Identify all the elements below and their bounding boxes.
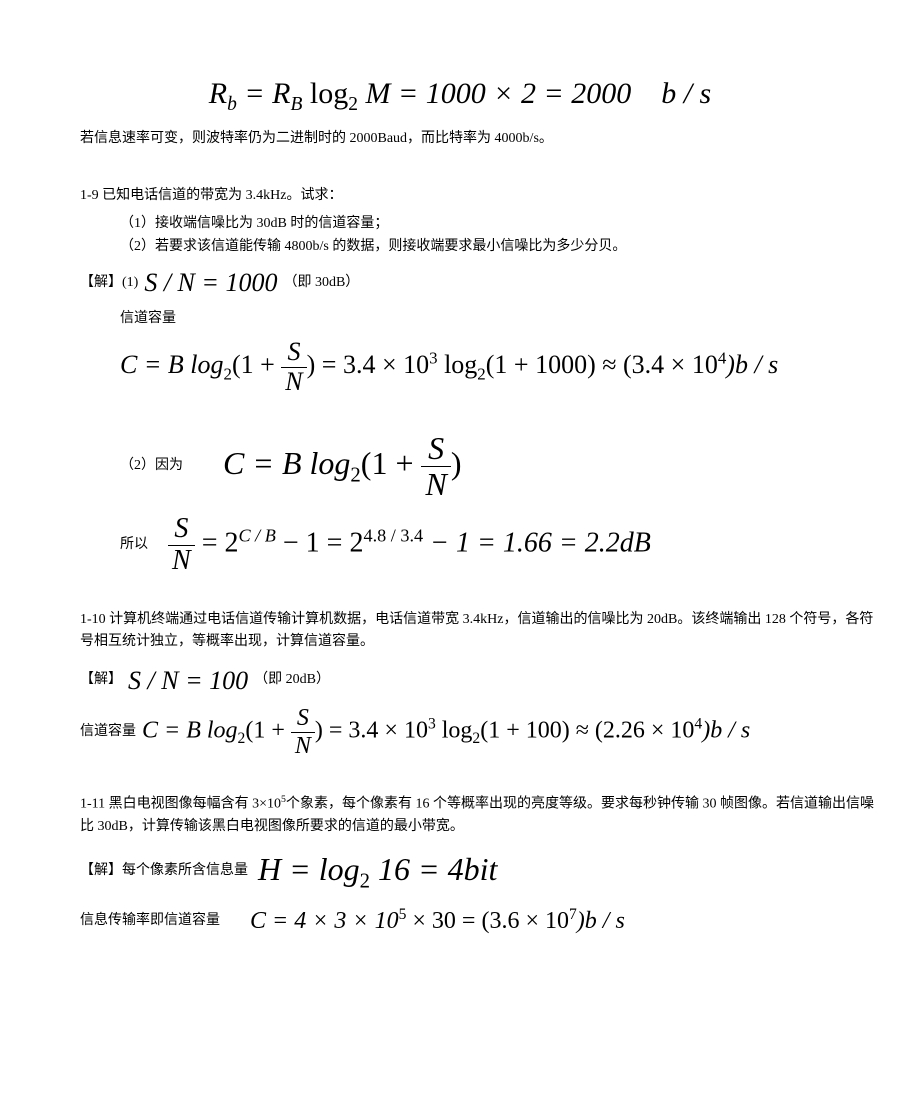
p19-item1: （1）接收端信噪比为 30dB 时的信道容量；	[120, 213, 880, 235]
formula-p110-C: C = B log2(1 + SN) = 3.4 × 103 log2(1 + …	[142, 705, 750, 759]
formula-p19-C2: C = B log2(1 + SN)	[223, 431, 461, 502]
p19-sol-row1: 【解】 (1) S / N = 1000 （即 30dB）	[80, 262, 880, 304]
formula-p19-SN: SN = 2C / B − 1 = 24.8 / 3.4 − 1 = 1.66 …	[168, 514, 651, 577]
p19-so-row: 所以 SN = 2C / B − 1 = 24.8 / 3.4 − 1 = 1.…	[120, 514, 880, 577]
p111-text: 1-11 黑白电视图像每幅含有 3×105个象素，每个像素有 16 个等概率出现…	[80, 792, 880, 838]
p111-H-row: 【解】 每个像素所含信息量 H = log2 16 = 4bit	[80, 844, 880, 898]
formula-sn-1000: S / N = 1000	[144, 262, 277, 304]
formula-p19-C: C = B log2(1 + SN) = 3.4 × 103 log2(1 + …	[120, 338, 880, 396]
formula-p111-H: H = log2 16 = 4bit	[258, 844, 497, 898]
p110-cap-row: 信道容量 C = B log2(1 + SN) = 3.4 × 103 log2…	[80, 705, 880, 759]
p110-sol-row: 【解】 S / N = 100 （即 20dB）	[80, 660, 880, 702]
formula-sn-100: S / N = 100	[128, 660, 248, 702]
formula-p111-C: C = 4 × 3 × 105 × 30 = (3.6 × 107)b / s	[250, 902, 625, 940]
text-after-top: 若信息速率可变，则波特率仍为二进制时的 2000Baud，而比特率为 4000b…	[80, 128, 880, 150]
p19-title: 1-9 已知电话信道的带宽为 3.4kHz。试求：	[80, 185, 880, 207]
formula-rb: Rb = RB log2 M = 1000 × 2 = 2000 b / s	[40, 70, 880, 120]
p110-text: 1-10 计算机终端通过电话信道传输计算机数据，电话信道带宽 3.4kHz，信道…	[80, 609, 880, 654]
p19-part2-row: （2）因为 C = B log2(1 + SN)	[120, 431, 880, 502]
p111-C-row: 信息传输率即信道容量 C = 4 × 3 × 105 × 30 = (3.6 ×…	[80, 902, 880, 940]
p19-item2: （2）若要求该信道能传输 4800b/s 的数据，则接收端要求最小信噪比为多少分…	[120, 236, 880, 258]
solution-label: 【解】	[80, 272, 122, 294]
p19-capacity-label: 信道容量	[120, 308, 880, 330]
